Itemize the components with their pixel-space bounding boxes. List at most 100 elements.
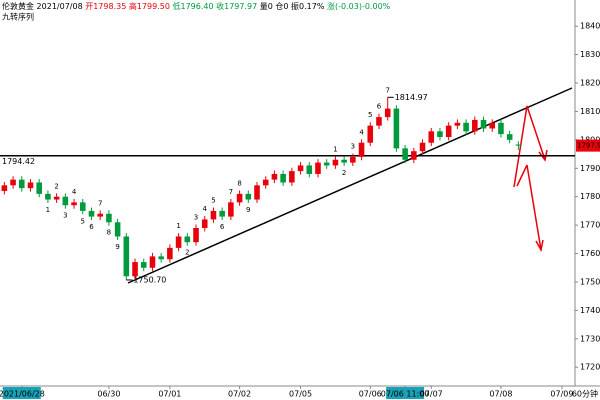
sequence-label: 3 [63,212,67,220]
candle-body [472,119,478,132]
sequence-label: 7 [98,199,102,207]
arrow-head [535,239,544,253]
sequence-label: 4 [203,205,208,213]
candle-body [489,122,496,129]
candle-body [10,179,16,186]
candle-body [280,173,286,183]
sequence-label: 9 [115,243,119,251]
candle-body [306,165,313,174]
candle-body [323,162,330,166]
candle-body [358,142,365,157]
sequence-label: 5 [81,217,85,225]
y-tick-label: 1720 [580,363,600,372]
y-tick-label: 1790 [580,164,600,173]
last-price-box [576,139,600,152]
y-tick-label: 1750 [580,277,600,286]
annotations [127,87,573,284]
candle-body [132,262,138,277]
candle-body [297,165,304,172]
candle-body [332,159,339,166]
candle-body [498,122,504,135]
candle-body [193,227,199,243]
candle-body [79,202,86,211]
header-change: 涨(-0.03)-0.00% [327,1,391,11]
candle-body [428,131,435,143]
min-label: 1750.70 [133,275,166,284]
y-tick-label: 1740 [580,306,600,315]
candle-body [167,247,173,260]
arrow-head [538,149,548,162]
sequence-label: 3 [194,214,198,222]
candle-body [114,222,121,237]
sequence-label: 4 [72,188,77,196]
x-tick-label: 07/06 11:00 [381,390,430,399]
y-tick-label: 1760 [580,249,600,258]
arrow [526,164,542,251]
sequence-label: 8 [107,229,111,237]
arrow [516,164,528,187]
header-open: 开1798.35 [85,2,126,11]
candle-body [158,256,164,260]
sequence-label: 2 [185,249,189,257]
candle-body [506,134,513,140]
sequence-label: 1 [176,222,180,230]
candle-body [140,262,147,268]
candle-body [123,236,130,277]
sequence-label: 1 [333,145,337,153]
sequence-label: 2 [54,182,58,190]
candle-body [36,182,42,194]
candle-body [18,179,25,189]
candle-body [393,108,400,149]
candle-body [97,213,103,217]
candle-body [463,122,469,132]
candle-body [201,219,208,228]
header-amplitude: 振0.17% [291,1,325,11]
arrow [513,105,546,188]
candle-body [27,182,34,189]
x-tick-label: 07/08 [489,390,512,399]
candle-body [411,151,417,160]
sequence-label: 6 [220,223,225,231]
x-tick-label: 07/06 [359,390,382,399]
indicator-name: 九转序列 [2,12,34,22]
sequence-label: 1 [46,206,50,214]
sequence-label: 4 [359,128,364,136]
period-label: 60分钟 [572,389,598,399]
candle-body [402,148,408,160]
candle-body [245,193,252,200]
y-tick-label: 1810 [580,107,600,116]
header-position: 仓0 [275,1,288,11]
x-tick-label: 07/09 [550,390,573,399]
max-label: 1814.97 [395,93,428,102]
x-tick-label: 07/01 [158,390,181,399]
header-close: 收1797.97 [216,1,257,11]
candle-body [236,193,243,203]
y-tick-label: 1840 [580,22,600,31]
sequence-label: 9 [246,206,250,214]
y-tick-label: 1830 [580,50,600,59]
candle-body [445,125,452,138]
candle-body [480,119,487,129]
candle-body [350,156,356,163]
x-tick-label: 07/07 [420,390,443,399]
x-tick-label: 06/30 [97,390,120,399]
candle-body [62,196,69,206]
candle-body [271,173,278,180]
candle-body [384,108,391,118]
x-tick-label: 07/05 [289,390,312,399]
candle-body [210,210,217,220]
y-tick-label: 1780 [580,192,600,201]
sequence-label: 5 [368,111,372,119]
candle-body [254,185,260,200]
sequence-label: 7 [229,188,233,196]
cursor-label-bg [2,387,41,399]
candle-body [367,125,374,143]
header-low: 低1796.40 [172,1,213,11]
candle-body [289,171,295,183]
sequence-label: 5 [211,196,215,204]
candle-body [71,202,77,206]
candle-body [376,117,382,126]
